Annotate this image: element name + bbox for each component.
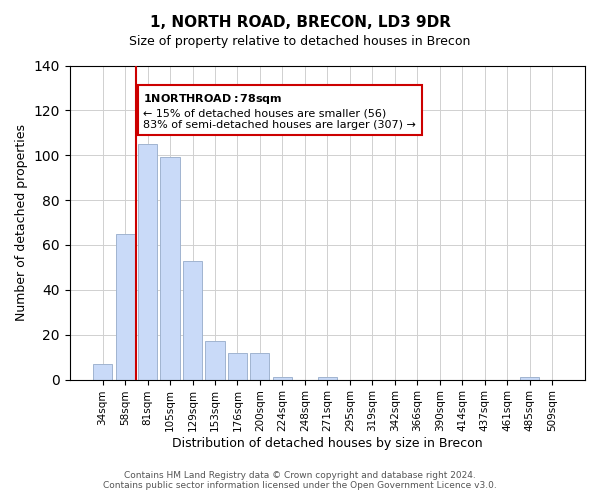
Bar [520, 378, 539, 380]
Text: $\bf{1 NORTH ROAD: 78sqm}$
← 15% of detached houses are smaller (56)
83% of semi: $\bf{1 NORTH ROAD: 78sqm}$ ← 15% of deta… [143, 92, 416, 130]
Bar [93, 364, 112, 380]
Text: Contains HM Land Registry data © Crown copyright and database right 2024.
Contai: Contains HM Land Registry data © Crown c… [103, 470, 497, 490]
X-axis label: Distribution of detached houses by size in Brecon: Distribution of detached houses by size … [172, 437, 482, 450]
Bar [160, 158, 179, 380]
Y-axis label: Number of detached properties: Number of detached properties [15, 124, 28, 321]
Bar [318, 378, 337, 380]
Text: 1, NORTH ROAD, BRECON, LD3 9DR: 1, NORTH ROAD, BRECON, LD3 9DR [149, 15, 451, 30]
Bar [273, 378, 292, 380]
Bar [138, 144, 157, 380]
Bar [250, 352, 269, 380]
Text: Size of property relative to detached houses in Brecon: Size of property relative to detached ho… [130, 35, 470, 48]
Bar [116, 234, 134, 380]
Bar [183, 260, 202, 380]
Bar [205, 342, 224, 380]
Bar [228, 352, 247, 380]
